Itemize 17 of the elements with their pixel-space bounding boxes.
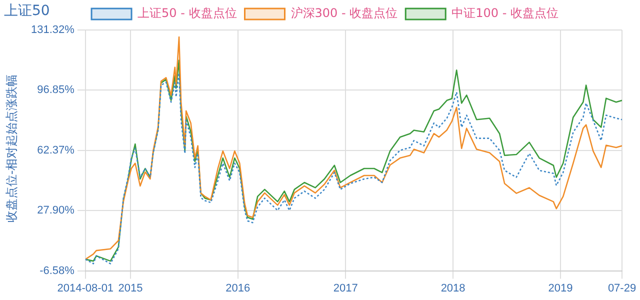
legend-label: 中证100 - 收盘点位: [452, 6, 558, 20]
x-tick-label: 2015: [118, 282, 143, 294]
y-tick-label: -6.58%: [40, 264, 75, 277]
x-tick-label: 2019: [548, 282, 573, 294]
x-tick-label: 2014-08-01: [57, 282, 114, 294]
legend-label: 沪深300 - 收盘点位: [290, 6, 398, 20]
chart-title: 上证50: [4, 2, 50, 20]
y-tick-label: 131.32%: [30, 24, 75, 36]
x-tick-label: 2017: [333, 282, 358, 294]
legend-label: 上证50 - 收盘点位: [138, 6, 237, 20]
x-tick-label: 07-29: [608, 282, 636, 294]
y-tick-label: 96.85%: [37, 84, 75, 96]
x-tick-label: 2016: [226, 282, 250, 294]
y-tick-label: 27.90%: [37, 204, 75, 217]
y-axis-title: 收盘点位-相对起始点涨跌幅: [4, 73, 20, 225]
x-tick-label: 2018: [440, 282, 466, 294]
y-tick-label: 62.37%: [37, 144, 75, 156]
